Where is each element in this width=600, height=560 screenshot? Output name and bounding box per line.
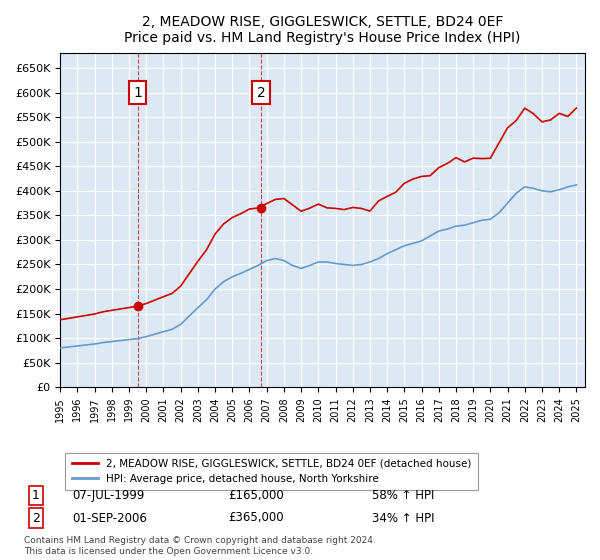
Text: 07-JUL-1999: 07-JUL-1999 [72,489,145,502]
Text: Contains HM Land Registry data © Crown copyright and database right 2024.
This d: Contains HM Land Registry data © Crown c… [24,536,376,556]
Text: 1: 1 [133,86,142,100]
Text: 58% ↑ HPI: 58% ↑ HPI [372,489,434,502]
Text: 34% ↑ HPI: 34% ↑ HPI [372,511,434,525]
Text: £365,000: £365,000 [228,511,284,525]
Text: 2: 2 [32,511,40,525]
Text: £165,000: £165,000 [228,489,284,502]
Text: 1: 1 [32,489,40,502]
Text: 01-SEP-2006: 01-SEP-2006 [72,511,147,525]
Legend: 2, MEADOW RISE, GIGGLESWICK, SETTLE, BD24 0EF (detached house), HPI: Average pri: 2, MEADOW RISE, GIGGLESWICK, SETTLE, BD2… [65,452,478,490]
Text: 2: 2 [257,86,265,100]
Title: 2, MEADOW RISE, GIGGLESWICK, SETTLE, BD24 0EF
Price paid vs. HM Land Registry's : 2, MEADOW RISE, GIGGLESWICK, SETTLE, BD2… [124,15,521,45]
